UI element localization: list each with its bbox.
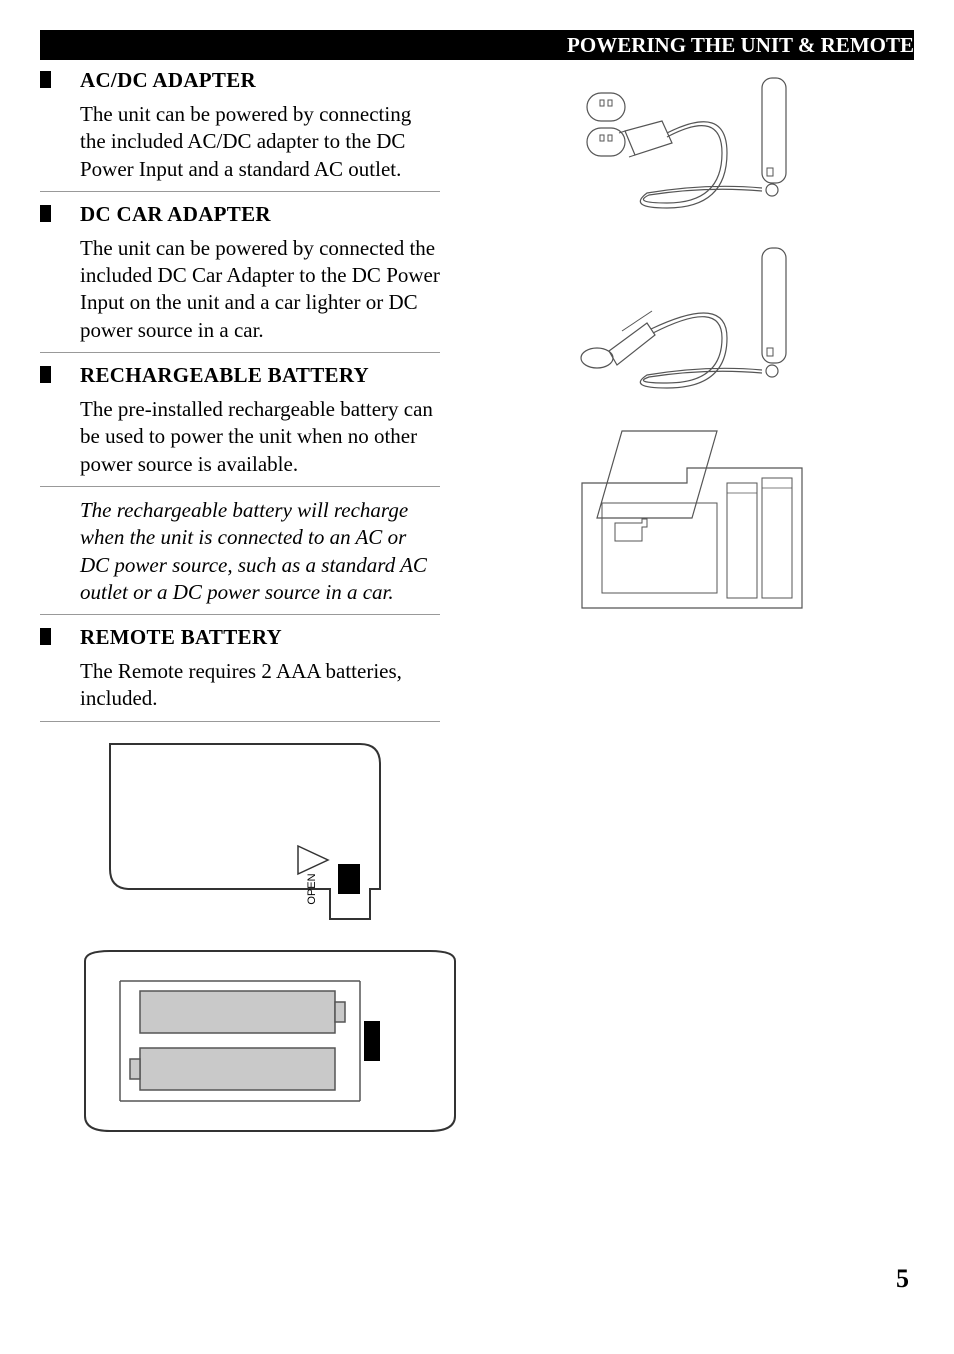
header-bar: POWERING THE UNIT & REMOTE <box>40 30 914 60</box>
remote-back-icon: OPEN <box>80 734 440 934</box>
section-body: The unit can be powered by connected the… <box>80 235 440 344</box>
bullet-icon <box>40 71 51 88</box>
divider <box>40 721 440 722</box>
section-title: REMOTE BATTERY <box>80 625 440 650</box>
section-body: The pre-installed rechargeable battery c… <box>80 396 440 478</box>
section-title: RECHARGEABLE BATTERY <box>80 363 440 388</box>
svg-text:OPEN: OPEN <box>306 873 318 904</box>
bullet-icon <box>40 366 51 383</box>
left-column: AC/DC ADAPTER The unit can be powered by… <box>40 68 440 1136</box>
section-remote: REMOTE BATTERY The Remote requires 2 AAA… <box>40 625 440 713</box>
bullet-icon <box>40 628 51 645</box>
section-ac-dc: AC/DC ADAPTER The unit can be powered by… <box>40 68 440 183</box>
section-body: The Remote requires 2 AAA batteries, inc… <box>80 658 440 713</box>
section-title: AC/DC ADAPTER <box>80 68 440 93</box>
divider <box>40 614 440 615</box>
remote-batteries-illustration <box>80 946 440 1136</box>
bullet-icon <box>40 205 51 222</box>
divider <box>40 191 440 192</box>
battery-compartment-icon <box>567 423 817 623</box>
dc-car-adapter-icon <box>567 243 817 403</box>
battery-note: The rechargeable battery will recharge w… <box>40 497 440 606</box>
section-battery: RECHARGEABLE BATTERY The pre-installed r… <box>40 363 440 478</box>
remote-batteries-icon <box>80 946 460 1136</box>
header-title: POWERING THE UNIT & REMOTE <box>567 33 914 57</box>
right-column <box>470 68 914 1136</box>
divider <box>40 486 440 487</box>
ac-adapter-icon <box>567 73 817 223</box>
remote-back-illustration: OPEN <box>80 734 440 934</box>
page-number: 5 <box>896 1264 909 1294</box>
divider <box>40 352 440 353</box>
main-layout: AC/DC ADAPTER The unit can be powered by… <box>40 68 914 1136</box>
section-dc-car: DC CAR ADAPTER The unit can be powered b… <box>40 202 440 344</box>
section-body: The unit can be powered by connecting th… <box>80 101 440 183</box>
section-title: DC CAR ADAPTER <box>80 202 440 227</box>
